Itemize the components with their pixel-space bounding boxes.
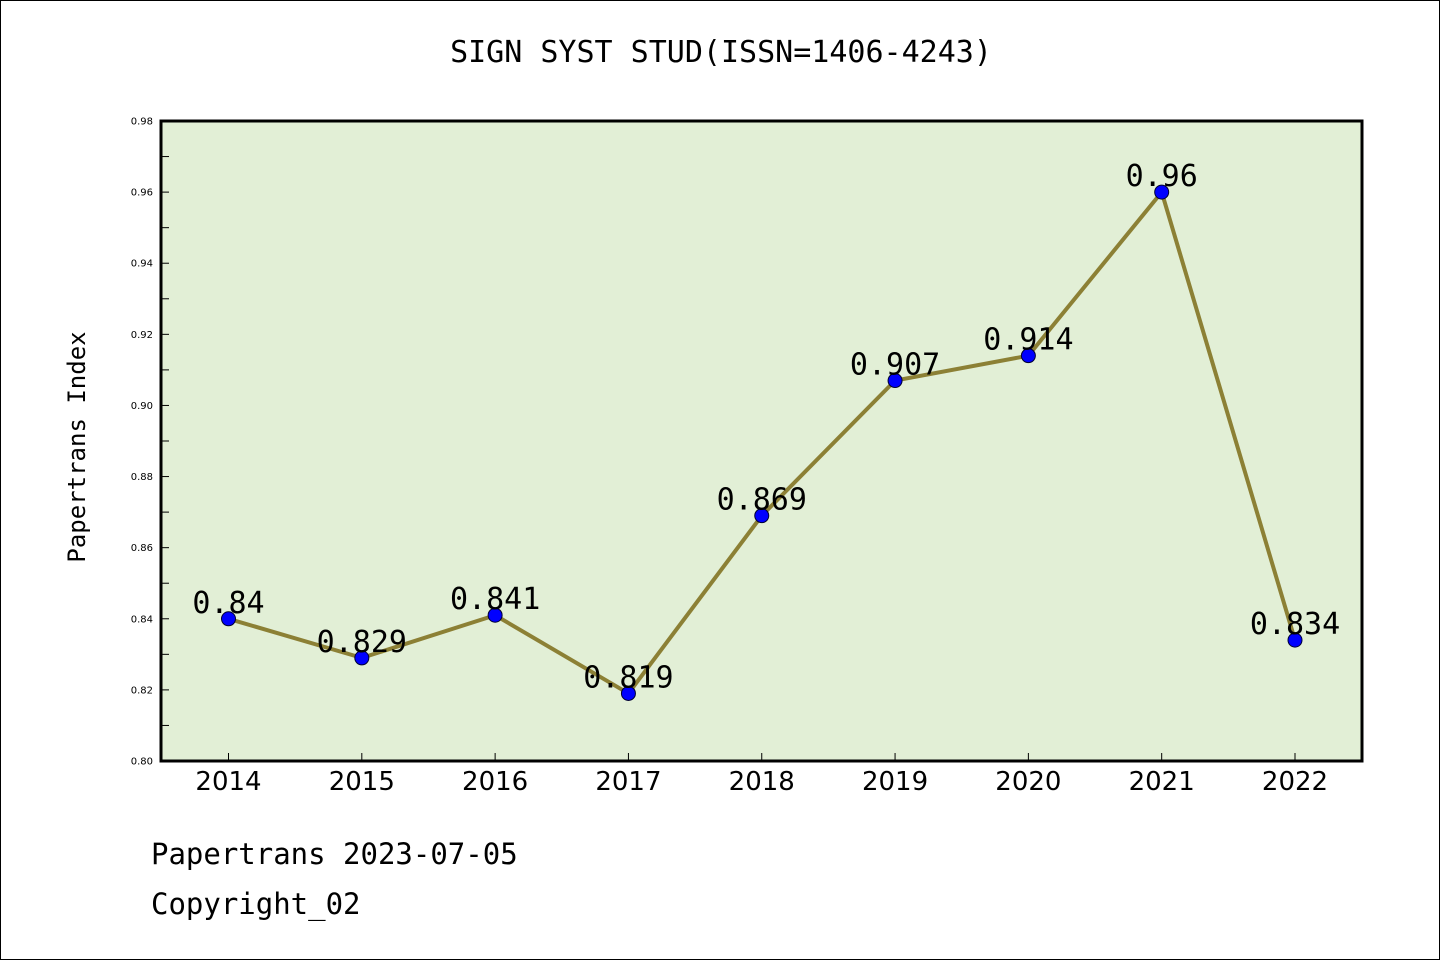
data-point [354, 650, 370, 666]
data-point [887, 373, 903, 389]
data-label: 0.841 [450, 582, 540, 617]
data-point [754, 508, 770, 524]
y-tick-label: 0.88 [131, 472, 153, 483]
data-label: 0.834 [1250, 607, 1340, 642]
data-point [487, 607, 503, 623]
y-tick-label: 0.98 [131, 117, 153, 128]
data-point [1020, 348, 1036, 364]
data-points [221, 184, 1303, 701]
x-axis-ticks: 2014 2015 2016 2017 2018 2019 2020 2021 2022 [195, 753, 1328, 797]
plot-frame [159, 119, 1364, 763]
data-point [221, 611, 236, 627]
data-point [1154, 184, 1170, 200]
plot-area [161, 121, 1362, 761]
footer-copyright: Copyright_02 [151, 887, 361, 921]
y-tick-label: 0.94 [131, 259, 153, 270]
footer-date: Papertrans 2023-07-05 [151, 837, 518, 871]
y-tick-label: 0.84 [131, 614, 153, 625]
y-tick-label: 0.86 [131, 543, 153, 554]
data-label: 0.84 [192, 586, 264, 621]
y-tick-label: 0.90 [131, 401, 153, 412]
y-tick-label: 0.80 [131, 757, 153, 768]
data-label: 0.869 [717, 483, 807, 518]
x-tick-label: 2014 [195, 767, 261, 797]
x-tick-label: 2019 [862, 767, 928, 797]
x-tick-label: 2017 [595, 767, 661, 797]
data-label: 0.914 [983, 323, 1073, 358]
x-tick-label: 2021 [1129, 767, 1195, 797]
x-tick-label: 2015 [329, 767, 395, 797]
x-tick-label: 2022 [1262, 767, 1328, 797]
data-label: 0.819 [583, 660, 673, 695]
y-tick-label: 0.96 [131, 188, 153, 199]
y-tick-label: 0.92 [131, 330, 153, 341]
chart-title: SIGN SYST STUD(ISSN=1406-4243) [450, 35, 992, 70]
data-label: 0.96 [1126, 159, 1198, 194]
data-label: 0.907 [850, 348, 940, 383]
x-tick-label: 2016 [462, 767, 528, 797]
data-point [1287, 632, 1303, 648]
y-tick-label: 0.82 [131, 685, 153, 696]
x-tick-label: 2018 [729, 767, 795, 797]
data-point [620, 685, 636, 701]
data-label: 0.829 [317, 625, 407, 660]
x-tick-label: 2020 [995, 767, 1061, 797]
data-labels: 0.84 0.829 0.841 0.819 0.869 0.907 0.914 0.96 0.… [192, 159, 1340, 695]
